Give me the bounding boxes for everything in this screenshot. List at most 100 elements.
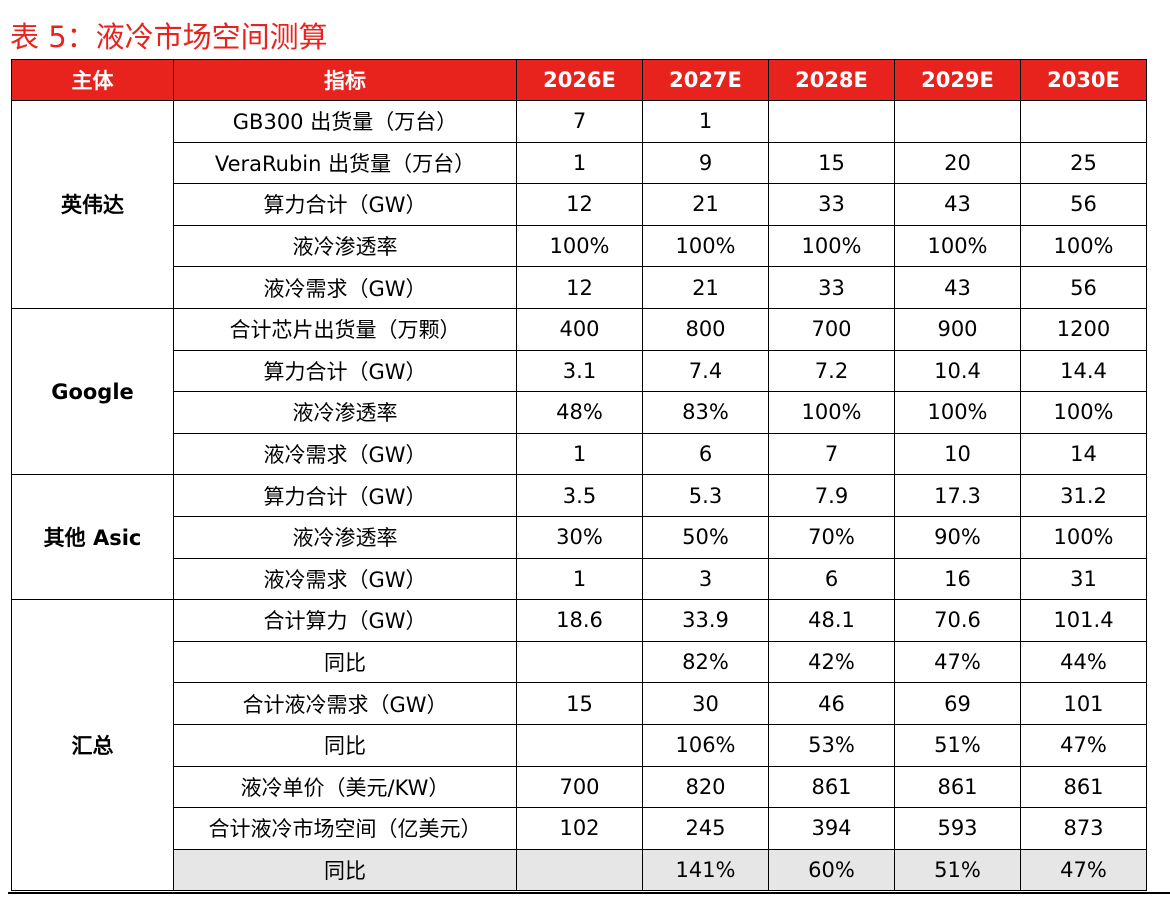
header-cell-2029e: 2029E — [894, 59, 1021, 101]
value-cell: 21 — [642, 183, 769, 226]
value-cell: 31 — [1020, 557, 1147, 601]
value-cell: 46 — [768, 682, 895, 725]
metric-label-cell: 合计液冷市场空间（亿美元） — [173, 807, 517, 850]
value-cell: 21 — [642, 266, 769, 309]
metric-label-cell: 液冷需求（GW） — [173, 266, 517, 309]
value-cell: 16 — [894, 557, 1021, 601]
value-cell: 43 — [894, 183, 1021, 226]
value-cell: 700 — [516, 765, 643, 809]
value-cell: 800 — [642, 307, 769, 351]
value-cell: 10.4 — [894, 349, 1021, 393]
value-cell: 1 — [516, 432, 643, 476]
value-cell: 47% — [1020, 723, 1147, 767]
table-row: Google 合计芯片出货量（万颗） 400 800 700 900 1200 — [11, 307, 1147, 476]
table-row: 同比 141% 60% 51% 47% — [12, 848, 1147, 892]
group-label-cell: Google — [11, 307, 174, 476]
value-cell: 44% — [1020, 640, 1147, 684]
header-cell-2026e: 2026E — [516, 59, 643, 101]
value-cell: 7.4 — [642, 349, 769, 393]
header-cell-2027e: 2027E — [642, 59, 769, 101]
metric-label-cell: 算力合计（GW） — [173, 183, 517, 226]
value-cell: 6 — [768, 557, 895, 601]
metric-label-cell: 合计算力（GW） — [173, 599, 517, 642]
table-row: 汇总 合计算力（GW） 18.6 33.9 48.1 70.6 101.4 — [11, 599, 1147, 892]
table-row: 同比 82% 42% 47% 44% — [12, 640, 1147, 684]
value-cell: 106% — [642, 723, 769, 767]
value-cell: 102 — [516, 807, 643, 850]
value-cell: 14 — [1020, 432, 1147, 476]
value-cell — [516, 723, 643, 767]
value-cell: 3.1 — [516, 349, 643, 393]
value-cell: 7 — [768, 432, 895, 476]
value-cell: 141% — [642, 848, 769, 892]
header-row: 主体 指标 2026E 2027E 2028E 2029E 2030E — [11, 59, 1147, 101]
value-cell — [768, 100, 895, 143]
value-cell: 400 — [516, 307, 643, 351]
metric-label-cell: 合计芯片出货量（万颗） — [173, 307, 517, 351]
value-cell: 20 — [894, 141, 1021, 185]
value-cell: 861 — [894, 765, 1021, 809]
metric-label-cell: 液冷单价（美元/KW） — [173, 765, 517, 809]
table-row: 算力合计（GW） 12 21 33 43 56 — [12, 183, 1147, 226]
value-cell: 5.3 — [642, 474, 769, 517]
metric-label-cell: 算力合计（GW） — [173, 349, 517, 393]
value-cell: 56 — [1020, 183, 1147, 226]
value-cell: 1 — [516, 141, 643, 185]
table-row: 液冷需求（GW） 1 3 6 16 31 — [12, 557, 1147, 601]
metric-label-cell: 算力合计（GW） — [173, 474, 517, 517]
value-cell — [894, 100, 1021, 143]
value-cell: 12 — [516, 183, 643, 226]
metric-label-cell: 液冷需求（GW） — [173, 557, 517, 601]
value-cell: 60% — [768, 848, 895, 892]
value-cell: 83% — [642, 391, 769, 434]
value-cell: 82% — [642, 640, 769, 684]
value-cell — [516, 640, 643, 684]
value-cell: 100% — [768, 224, 895, 268]
value-cell: 14.4 — [1020, 349, 1147, 393]
value-cell: 100% — [768, 391, 895, 434]
bottom-rule — [8, 892, 1170, 894]
header-cell-2030e: 2030E — [1020, 59, 1147, 101]
value-cell: 593 — [894, 807, 1021, 850]
value-cell: 30% — [516, 515, 643, 559]
value-cell: 861 — [768, 765, 895, 809]
value-cell: 17.3 — [894, 474, 1021, 517]
value-cell: 101 — [1020, 682, 1147, 725]
value-cell: 51% — [894, 723, 1021, 767]
value-cell: 100% — [1020, 391, 1147, 434]
table-row: 英伟达 GB300 出货量（万台） 7 1 — [11, 100, 1147, 309]
metric-label-cell: 同比 — [173, 723, 517, 767]
value-cell: 820 — [642, 765, 769, 809]
value-cell: 100% — [894, 391, 1021, 434]
value-cell: 33.9 — [642, 599, 769, 642]
table-row: 其他 Asic 算力合计（GW） 3.5 5.3 7.9 17.3 31.2 — [11, 474, 1147, 601]
value-cell: 100% — [516, 224, 643, 268]
value-cell: 100% — [642, 224, 769, 268]
table-row: 液冷渗透率 100% 100% 100% 100% 100% — [12, 224, 1147, 268]
value-cell: 245 — [642, 807, 769, 850]
value-cell: 1200 — [1020, 307, 1147, 351]
value-cell: 42% — [768, 640, 895, 684]
header-cell-2028e: 2028E — [768, 59, 895, 101]
value-cell: 43 — [894, 266, 1021, 309]
value-cell: 10 — [894, 432, 1021, 476]
value-cell: 70.6 — [894, 599, 1021, 642]
table-row: 液冷渗透率 48% 83% 100% 100% 100% — [12, 391, 1147, 434]
metric-label-cell: 同比 — [173, 848, 517, 892]
metric-label-cell: 液冷渗透率 — [173, 224, 517, 268]
value-cell: 100% — [1020, 515, 1147, 559]
value-cell: 15 — [516, 682, 643, 725]
value-cell: 100% — [1020, 224, 1147, 268]
value-cell: 48.1 — [768, 599, 895, 642]
table-title: 表 5：液冷市场空间测算 — [10, 20, 328, 54]
table-row: 同比 106% 53% 51% 47% — [12, 723, 1147, 767]
value-cell: 33 — [768, 266, 895, 309]
group-label-cell: 英伟达 — [11, 100, 174, 309]
value-cell: 1 — [516, 557, 643, 601]
table-row: 液冷渗透率 30% 50% 70% 90% 100% — [12, 515, 1147, 559]
value-cell: 700 — [768, 307, 895, 351]
header-cell-subject: 主体 — [11, 59, 174, 101]
table-row: 合计液冷需求（GW） 15 30 46 69 101 — [12, 682, 1147, 725]
metric-label-cell: GB300 出货量（万台） — [173, 100, 517, 143]
value-cell: 1 — [642, 100, 769, 143]
